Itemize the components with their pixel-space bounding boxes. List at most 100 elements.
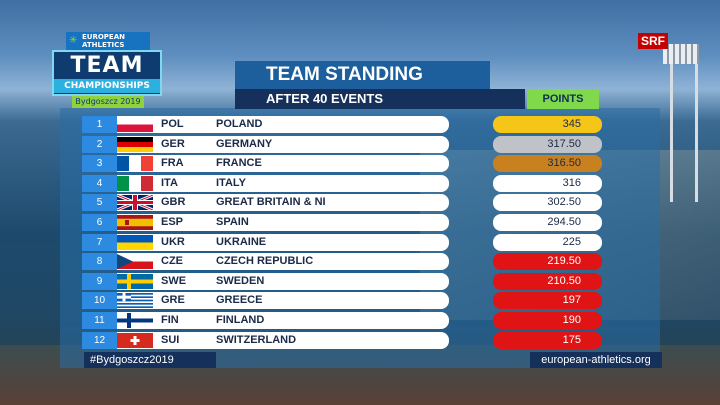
points-cell: 219.50 <box>493 253 602 271</box>
brand-banner: ✳ EUROPEAN ATHLETICS <box>66 32 150 50</box>
fr-flag-icon <box>117 156 153 172</box>
rank-cell: 5 <box>82 194 117 212</box>
country-code: CZE <box>161 255 183 268</box>
points-value: 190 <box>562 314 581 326</box>
country-code: FIN <box>161 314 179 326</box>
rank-cell: 8 <box>82 253 117 271</box>
points-cell: 317.50 <box>493 135 602 153</box>
rank-cell: 1 <box>82 116 117 133</box>
country-code: UKR <box>161 235 185 248</box>
de-flag-icon <box>117 136 153 152</box>
points-cell: 190 <box>493 312 602 329</box>
logo-team-text: TEAM <box>70 53 144 78</box>
country-name-cell: FINLAND <box>205 312 449 329</box>
rank-cell: 6 <box>82 214 117 231</box>
table-row: 1 POL POLAND 345 <box>82 116 602 133</box>
rank-cell: 11 <box>82 312 117 329</box>
country-name: GREAT BRITAIN & NI <box>216 196 326 209</box>
points-cell: 302.50 <box>493 194 602 212</box>
logo-championships-text: CHAMPIONSHIPS <box>54 79 160 93</box>
table-row: 9 SWE SWEDEN 210.50 <box>82 272 602 290</box>
country-code: POL <box>161 118 184 130</box>
points-value: 225 <box>562 235 581 248</box>
rank-cell: 4 <box>82 174 117 192</box>
points-value: 317.50 <box>547 137 581 150</box>
points-cell: 225 <box>493 233 602 251</box>
ua-flag-icon <box>117 234 153 250</box>
logo-box: TEAM CHAMPIONSHIPS <box>52 50 162 96</box>
country-name: SWITZERLAND <box>216 333 297 346</box>
se-flag-icon <box>117 273 153 289</box>
country-name-cell: SWEDEN <box>205 272 449 290</box>
table-row: 12 SUI SWITZERLAND 175 <box>82 331 602 349</box>
ch-flag-icon <box>117 332 153 348</box>
gr-flag-icon <box>117 293 153 309</box>
country-name: FRANCE <box>216 157 262 170</box>
country-name: POLAND <box>216 118 263 130</box>
rank-cell: 2 <box>82 135 117 153</box>
logo-city-text: Bydgoszcz 2019 <box>72 96 144 108</box>
hashtag-label: #Bydgoszcz2019 <box>84 352 216 368</box>
country-name-cell: GREECE <box>205 292 449 310</box>
points-value: 175 <box>562 333 581 346</box>
country-name-cell: GREAT BRITAIN & NI <box>205 194 449 212</box>
es-flag-icon <box>117 215 153 230</box>
pl-flag-icon <box>117 117 153 132</box>
country-name: SPAIN <box>216 216 249 228</box>
country-name: SWEDEN <box>216 274 265 287</box>
table-row: 3 FRA FRANCE 316.50 <box>82 155 602 173</box>
country-name-cell: UKRAINE <box>205 233 449 251</box>
gb-flag-icon <box>116 194 154 212</box>
country-name-cell: FRANCE <box>205 155 449 173</box>
table-row: 8 CZE CZECH REPUBLIC 219.50 <box>82 253 602 271</box>
country-code: ITA <box>161 176 178 189</box>
website-label: european-athletics.org <box>530 352 662 368</box>
country-name-cell: SPAIN <box>205 214 449 231</box>
points-value: 316.50 <box>547 157 581 170</box>
table-row: 2 GER GERMANY 317.50 <box>82 135 602 153</box>
table-row: 11 FIN FINLAND 190 <box>82 312 602 329</box>
broadcaster-logo: SRF <box>638 33 668 49</box>
event-logo: ✳ EUROPEAN ATHLETICS TEAM CHAMPIONSHIPS … <box>52 32 162 108</box>
country-name-cell: POLAND <box>205 116 449 133</box>
points-cell: 316 <box>493 174 602 192</box>
table-row: 4 ITA ITALY 316 <box>82 174 602 192</box>
points-value: 197 <box>562 294 581 307</box>
country-code: GRE <box>161 294 185 307</box>
floodlight-tower <box>663 44 699 202</box>
country-code: SUI <box>161 333 180 346</box>
country-name: GREECE <box>216 294 263 307</box>
it-flag-icon <box>117 175 153 191</box>
points-value: 302.50 <box>547 196 581 209</box>
page-subtitle: AFTER 40 EVENTS <box>235 89 525 109</box>
points-cell: 294.50 <box>493 214 602 231</box>
country-code: GER <box>161 137 185 150</box>
country-name: GERMANY <box>216 137 273 150</box>
country-name: CZECH REPUBLIC <box>216 255 314 268</box>
country-code: GBR <box>161 196 186 209</box>
country-name: ITALY <box>216 176 246 189</box>
table-row: 10 GRE GREECE 197 <box>82 292 602 310</box>
country-code: SWE <box>161 274 187 287</box>
table-row: 7 UKR UKRAINE 225 <box>82 233 602 251</box>
table-row: 6 ESP SPAIN 294.50 <box>82 214 602 231</box>
country-code: ESP <box>161 216 184 228</box>
brand-text: EUROPEAN ATHLETICS <box>82 33 125 49</box>
cz-flag-icon <box>117 254 153 270</box>
country-name-cell: CZECH REPUBLIC <box>205 253 449 271</box>
rank-cell: 10 <box>82 292 117 310</box>
page-title: TEAM STANDING <box>235 61 490 89</box>
country-name: FINLAND <box>216 314 265 326</box>
points-cell: 210.50 <box>493 272 602 290</box>
points-value: 219.50 <box>547 255 581 268</box>
athletics-logo-icon: ✳ <box>69 35 78 46</box>
country-name-cell: GERMANY <box>205 135 449 153</box>
points-cell: 175 <box>493 331 602 349</box>
fi-flag-icon <box>117 313 153 328</box>
points-value: 294.50 <box>547 216 581 228</box>
points-cell: 316.50 <box>493 155 602 173</box>
rank-cell: 12 <box>82 331 117 349</box>
table-row: 5 GBR GREAT BRITAIN & NI 302.50 <box>82 194 602 212</box>
points-value: 345 <box>562 118 581 130</box>
points-value: 210.50 <box>547 274 581 287</box>
